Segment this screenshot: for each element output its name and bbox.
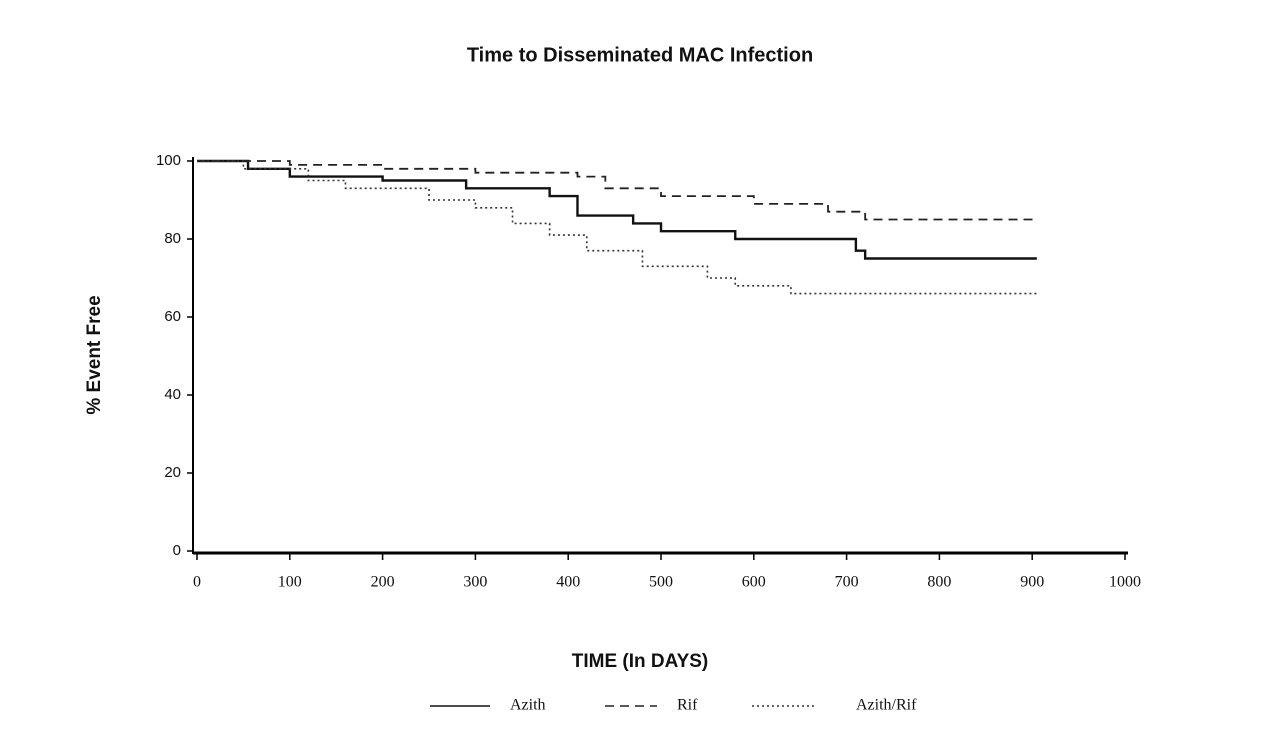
x-tick-label: 1000 xyxy=(1109,574,1141,591)
y-tick-label: 60 xyxy=(164,308,181,325)
y-tick-label: 20 xyxy=(164,464,181,481)
y-tick-label: 100 xyxy=(156,152,181,169)
survival-line xyxy=(197,160,1037,221)
x-tick-label: 400 xyxy=(556,574,580,591)
y-tick-label: 40 xyxy=(164,386,181,403)
survival-line xyxy=(197,159,1037,260)
x-tick-label: 200 xyxy=(371,574,395,591)
legend-label: Azith xyxy=(510,697,546,714)
legend-label: Rif xyxy=(677,697,698,714)
x-axis-label: TIME (In DAYS) xyxy=(572,651,709,672)
x-tick-label: 0 xyxy=(193,574,201,591)
x-tick-label: 900 xyxy=(1020,574,1044,591)
x-tick-label: 800 xyxy=(927,574,951,591)
legend-label: Azith/Rif xyxy=(856,697,917,714)
x-tick-label: 300 xyxy=(463,574,487,591)
survival-line xyxy=(197,160,1037,295)
x-tick-label: 500 xyxy=(649,574,673,591)
y-tick-label: 80 xyxy=(164,230,181,247)
x-tick-label: 600 xyxy=(742,574,766,591)
chart-title: Time to Disseminated MAC Infection xyxy=(467,44,813,66)
y-tick-label: 0 xyxy=(173,542,181,559)
x-tick-label: 700 xyxy=(835,574,859,591)
x-tick-label: 100 xyxy=(278,574,302,591)
y-axis-label: % Event Free xyxy=(84,295,105,414)
